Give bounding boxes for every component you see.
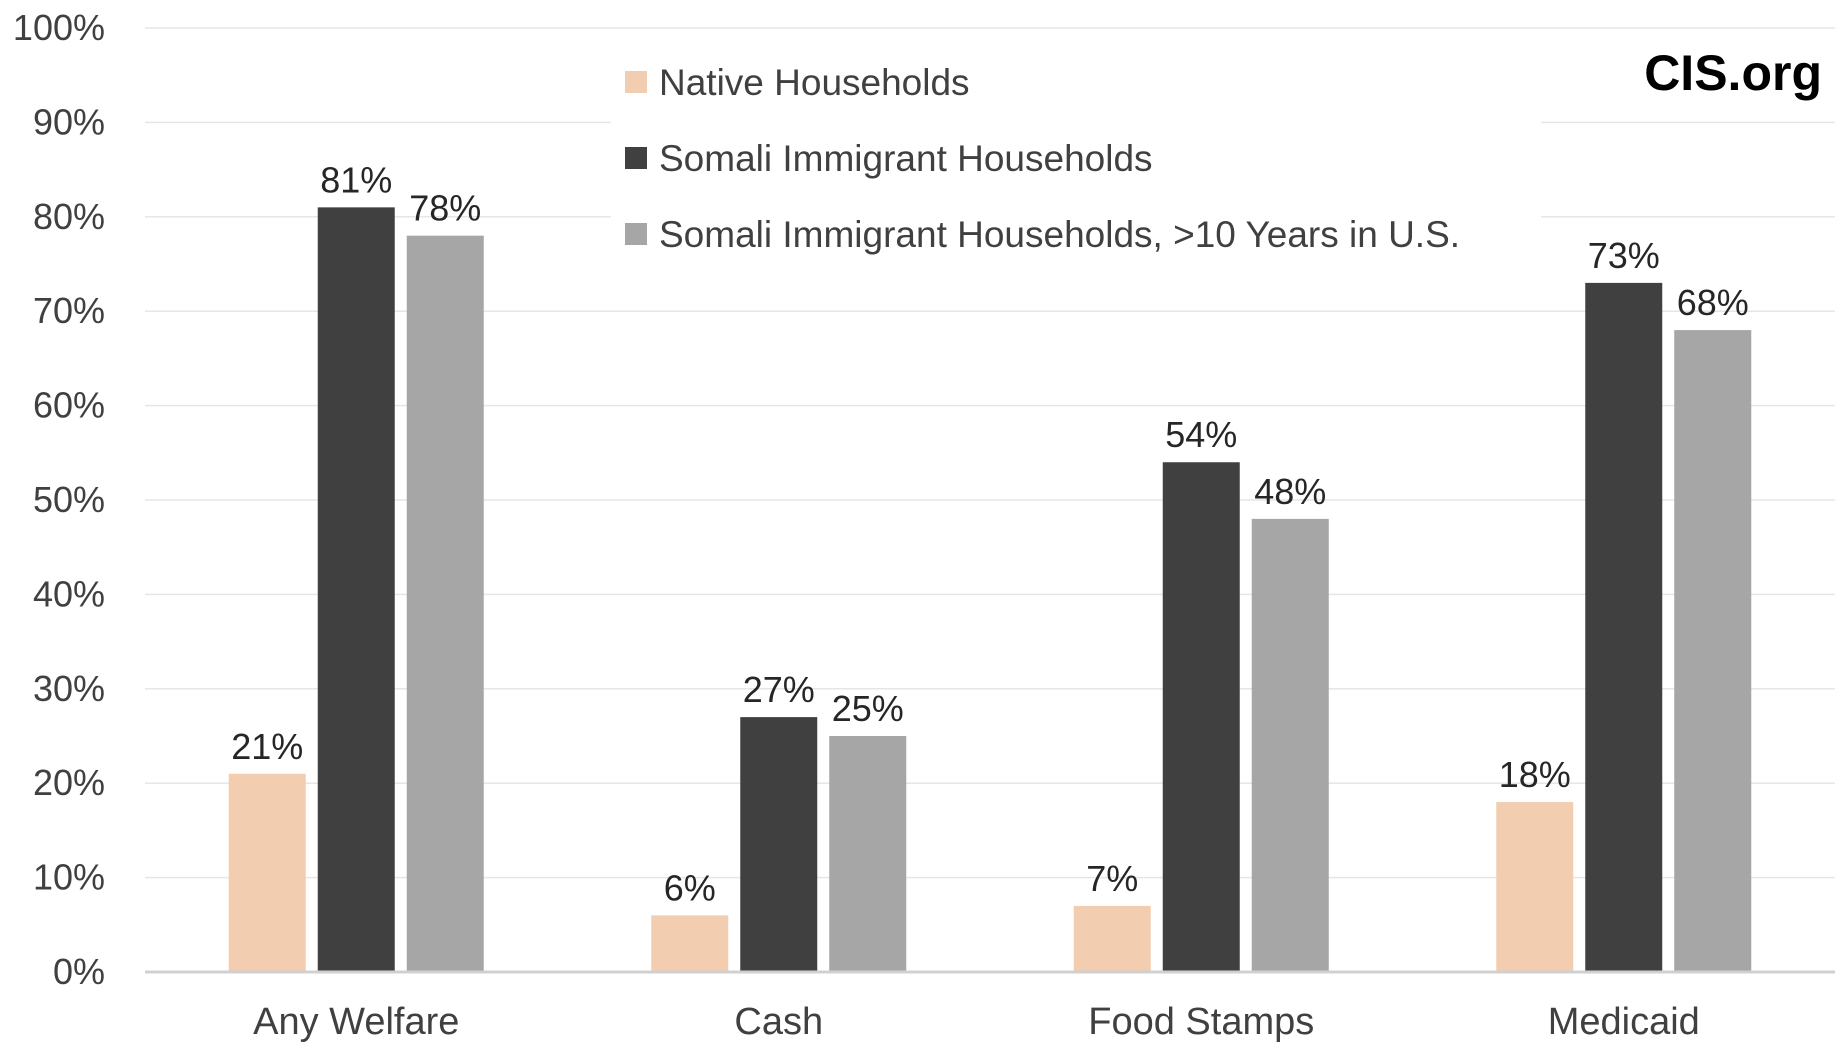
legend-swatch: [625, 223, 647, 245]
bar-value-label: 6%: [664, 867, 716, 908]
bar: [317, 207, 395, 973]
bar: [228, 773, 306, 972]
bar-value-label: 21%: [231, 726, 303, 767]
bar: [1251, 518, 1329, 972]
legend-background: [611, 30, 1541, 288]
bar: [1496, 802, 1574, 972]
x-axis: Any Welfare Cash Food Stamps Medicaid: [145, 970, 1835, 1043]
bar-value-label: 78%: [409, 188, 481, 229]
y-tick-label: 0%: [53, 951, 105, 992]
bar: [829, 736, 907, 972]
bar: [651, 915, 729, 972]
y-tick-label: 70%: [33, 290, 105, 331]
y-tick-label: 60%: [33, 385, 105, 426]
bar: [1674, 330, 1752, 973]
bar-value-label: 54%: [1165, 414, 1237, 455]
bar-value-label: 68%: [1677, 282, 1749, 323]
bar: [1162, 462, 1240, 972]
legend-swatch: [625, 147, 647, 169]
bar-value-label: 73%: [1588, 235, 1660, 276]
bar: [1073, 905, 1151, 972]
bar: [740, 717, 818, 972]
bar-value-label: 27%: [743, 669, 815, 710]
y-tick-label: 100%: [13, 7, 105, 48]
x-category-label: Food Stamps: [1088, 1001, 1314, 1043]
bar-value-label: 81%: [320, 159, 392, 200]
legend: Native Households Somali Immigrant Househ…: [611, 30, 1541, 288]
x-category-label: Any Welfare: [253, 1001, 459, 1043]
bar-value-label: 25%: [832, 688, 904, 729]
y-tick-label: 20%: [33, 762, 105, 803]
bar: [406, 235, 484, 972]
legend-label: Somali Immigrant Households, >10 Years i…: [659, 214, 1460, 255]
y-tick-label: 30%: [33, 668, 105, 709]
bar-value-label: 7%: [1086, 858, 1138, 899]
data-labels: 21% 81% 78% 6% 27% 25% 7% 54% 48% 18% 73% 68%: [231, 159, 1749, 908]
x-category-label: Cash: [734, 1001, 823, 1043]
bar-value-label: 48%: [1254, 471, 1326, 512]
x-category-label: Medicaid: [1548, 1001, 1700, 1043]
legend-label: Native Households: [659, 62, 970, 103]
y-tick-label: 50%: [33, 479, 105, 520]
y-tick-label: 90%: [33, 101, 105, 142]
y-tick-label: 40%: [33, 573, 105, 614]
watermark-background: [1640, 30, 1840, 110]
cis-watermark: CIS.org: [1644, 45, 1822, 101]
legend-label: Somali Immigrant Households: [659, 138, 1153, 179]
bars: [228, 207, 1752, 973]
bar: [1585, 282, 1663, 972]
y-axis: 0% 10% 20% 30% 40% 50% 60% 70% 80% 90% 100%: [13, 7, 105, 992]
bar-value-label: 18%: [1499, 754, 1571, 795]
y-tick-label: 80%: [33, 196, 105, 237]
y-tick-label: 10%: [33, 857, 105, 898]
legend-swatch: [625, 71, 647, 93]
